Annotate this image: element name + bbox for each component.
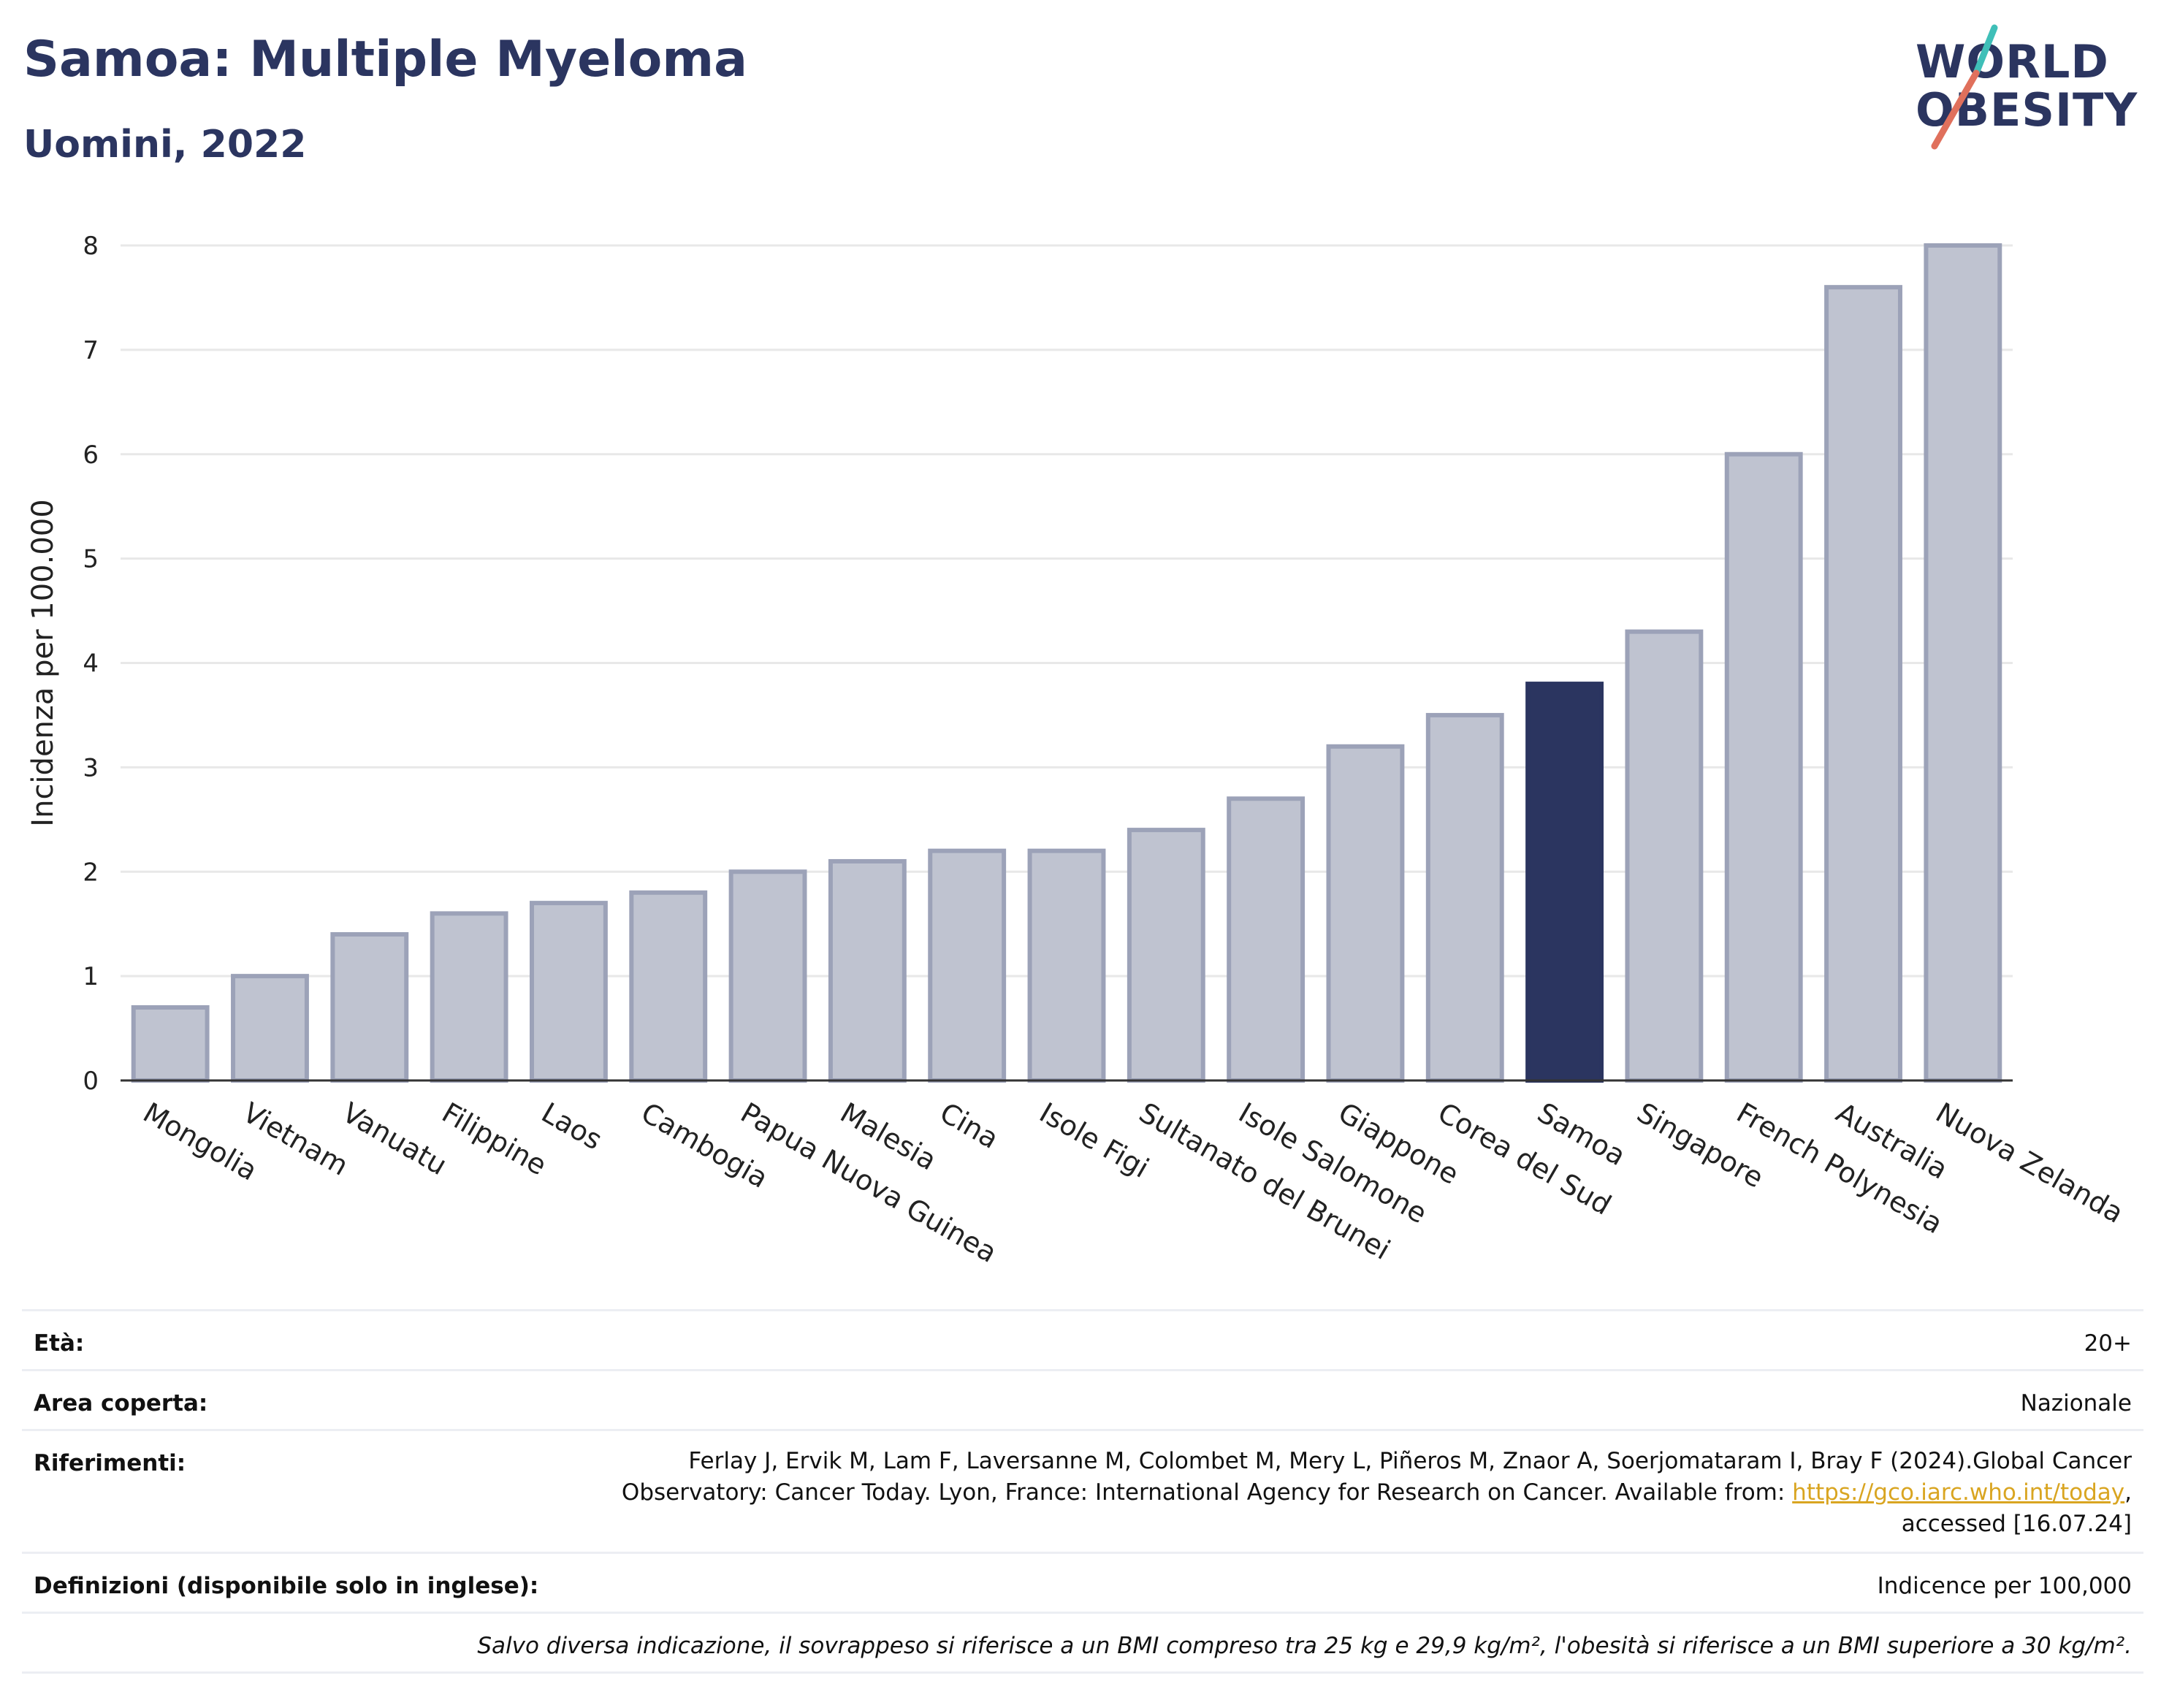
page-subtitle: Uomini, 2022 [23,123,307,167]
references-link[interactable]: https://gco.iarc.who.int/today [1792,1479,2125,1506]
x-tick-label: Cina [934,1097,1004,1155]
references-line-2-text: Observatory: Cancer Today. Lyon, France:… [621,1479,1793,1506]
x-tick-label: Laos [536,1097,608,1156]
references-line-2: Observatory: Cancer Today. Lyon, France:… [622,1477,2132,1509]
world-obesity-logo: WORLD OBESITY [1907,22,2155,153]
bar [1724,451,1803,1083]
x-tick-label: Vanuatu [337,1097,452,1181]
bar [1326,744,1405,1083]
references-line-1: Ferlay J, Ervik M, Lam F, Laversanne M, … [688,1448,2132,1474]
bmi-note: Salvo diversa indicazione, il sovrappeso… [477,1633,2132,1659]
logo-slash-icon [1931,24,1998,150]
y-tick-label: 5 [83,545,99,574]
y-tick-label: 0 [83,1067,99,1096]
y-tick-label: 1 [83,962,99,991]
bar [1824,285,1902,1083]
bar [629,890,708,1083]
info-row-definitions: Definizioni (disponibile solo in inglese… [22,1552,2143,1612]
x-tick-label: Isole Figi [1034,1097,1155,1184]
info-row-area: Area coperta: Nazionale [22,1369,2143,1429]
bar [131,1004,210,1083]
bar [1227,796,1306,1083]
x-tick-label: Filippine [437,1097,552,1182]
x-tick-label: Nuova Zelanda [1930,1097,2129,1229]
references-label: Riferimenti: [34,1450,186,1476]
info-row-age: Età: 20+ [22,1309,2143,1369]
references-value: Ferlay J, Ervik M, Lam F, Laversanne M, … [622,1446,2132,1540]
bar [728,869,807,1083]
info-bottom-divider [22,1671,2143,1674]
area-value: Nazionale [2020,1390,2132,1417]
y-tick-label: 2 [83,858,99,887]
bar [529,901,608,1083]
bar [430,911,508,1083]
bar [1127,828,1205,1083]
references-line-3: accessed [16.07.24] [1901,1511,2132,1537]
y-tick-label: 8 [83,232,99,261]
definitions-value: Indicence per 100,000 [1877,1573,2132,1599]
logo-line-1: WORLD [1916,35,2109,88]
references-line-2-suffix: , [2124,1479,2132,1506]
bar [1425,712,1504,1083]
bar [1525,682,1604,1083]
y-axis-label: Incidenza per 100.000 [26,499,60,826]
bar [330,931,409,1083]
x-tick-label: Corea del Sud [1433,1097,1617,1221]
bar [1924,243,2002,1083]
y-tick-label: 7 [83,336,99,365]
x-tick-label: Mongolia [138,1097,263,1187]
bar [928,848,1007,1083]
bar [1625,629,1704,1083]
y-tick-label: 3 [83,753,99,782]
bar [828,858,907,1083]
age-value: 20+ [2084,1330,2132,1357]
bar [231,974,309,1083]
area-label: Area coperta: [34,1390,208,1417]
age-label: Età: [34,1330,85,1357]
y-tick-label: 4 [83,649,99,679]
bar [1027,848,1106,1083]
page-title: Samoa: Multiple Myeloma [23,31,748,88]
y-tick-label: 6 [83,441,99,470]
definitions-label: Definizioni (disponibile solo in inglese… [34,1573,539,1599]
info-row-note: Salvo diversa indicazione, il sovrappeso… [22,1612,2143,1671]
info-row-references: Riferimenti: Ferlay J, Ervik M, Lam F, L… [22,1429,2143,1552]
